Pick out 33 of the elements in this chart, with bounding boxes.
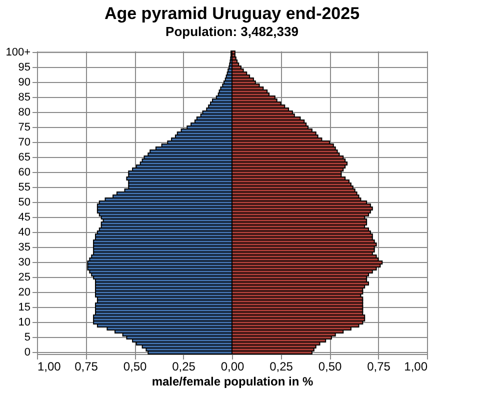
x-axis-title: male/female population in % (152, 374, 314, 388)
x-tick-label: 1,00 (404, 360, 428, 374)
x-tick-label: 0,00 (220, 360, 244, 374)
y-tick-label: 10 (18, 316, 30, 328)
y-tick-label: 100+ (6, 46, 30, 58)
y-tick-label: 20 (18, 286, 30, 298)
y-tick-label: 65 (18, 152, 30, 164)
x-tick-label: 0,25 (172, 360, 196, 374)
y-tick-label: 35 (18, 242, 30, 254)
y-tick-label: 95 (18, 62, 30, 74)
y-tick-label: 0 (24, 346, 30, 358)
y-tick-label: 90 (18, 76, 30, 88)
chart-subtitle: Population: 3,482,339 (166, 24, 298, 39)
y-tick-label: 5 (24, 332, 30, 344)
y-tick-label: 45 (18, 212, 30, 224)
y-tick-label: 85 (18, 92, 30, 104)
y-tick-label: 15 (18, 302, 30, 314)
y-tick-label: 70 (18, 136, 30, 148)
y-tick-label: 25 (18, 272, 30, 284)
y-tick-label: 80 (18, 106, 30, 118)
x-tick-label: 0,75 (74, 360, 98, 374)
y-tick-label: 60 (18, 166, 30, 178)
x-tick-label: 1,00 (38, 360, 62, 374)
y-tick-label: 55 (18, 182, 30, 194)
chart-title: Age pyramid Uruguay end-2025 (104, 4, 360, 23)
x-tick-label: 0,50 (318, 360, 342, 374)
y-tick-label: 75 (18, 122, 30, 134)
x-tick-label: 0,75 (367, 360, 391, 374)
y-tick-label: 30 (18, 256, 30, 268)
x-tick-label: 0,50 (123, 360, 147, 374)
y-tick-label: 50 (18, 196, 30, 208)
y-tick-label: 40 (18, 226, 30, 238)
x-tick-label: 0,25 (270, 360, 294, 374)
